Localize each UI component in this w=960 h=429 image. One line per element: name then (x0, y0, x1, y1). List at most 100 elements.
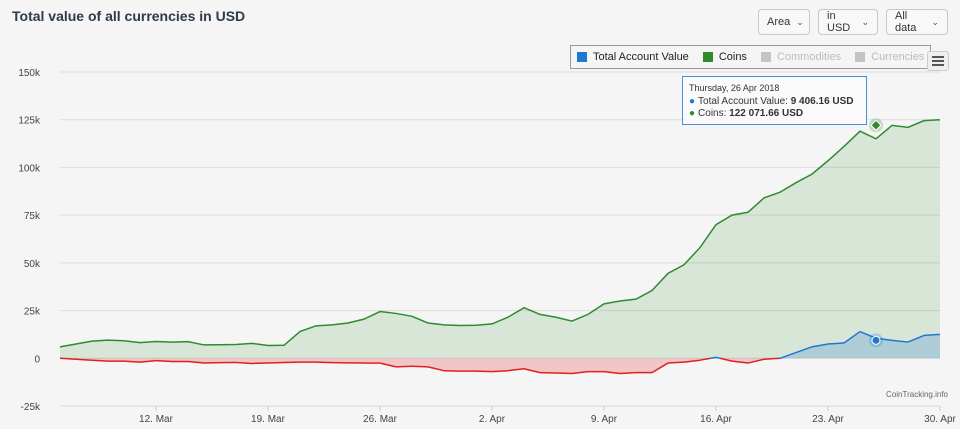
range-label: All data (895, 10, 917, 34)
total-area-negative (556, 358, 572, 374)
x-tick-label: 19. Mar (251, 414, 286, 425)
total-line-positive (923, 333, 941, 337)
total-line-negative (379, 362, 397, 368)
total-line-negative (187, 360, 205, 364)
total-area-negative (284, 358, 300, 363)
tooltip-coins-value: 122 071.66 USD (729, 108, 804, 119)
legend-label-commodities: Commodities (776, 51, 842, 63)
y-tick-label: 25k (24, 307, 41, 318)
total-area-negative (588, 358, 604, 372)
total-area-negative (268, 358, 284, 364)
total-line-negative (59, 357, 77, 360)
x-tick-label: 16. Apr (700, 414, 732, 425)
total-area-negative (652, 358, 668, 373)
y-tick-label: 100k (18, 163, 41, 174)
x-tick-label: 12. Mar (139, 414, 174, 425)
tooltip-row-total: ● Total Account Value: 9 406.16 USD (689, 96, 860, 108)
total-area-positive (924, 334, 940, 359)
total-area-negative (220, 358, 236, 363)
total-area-negative (380, 358, 396, 367)
total-area-negative (540, 358, 556, 373)
total-line-negative (411, 365, 429, 368)
chevron-down-icon: ⌄ (796, 16, 804, 27)
currency-dropdown[interactable]: in USD ⌄ (818, 9, 878, 35)
total-line-negative (763, 357, 781, 360)
total-area-negative (252, 358, 268, 364)
total-area-negative (348, 358, 364, 364)
x-tick-label: 9. Apr (591, 414, 618, 425)
chart-legend: Total Account Value Coins Commodities Cu… (570, 45, 932, 69)
legend-label-coins: Coins (718, 51, 747, 63)
tooltip-total-value: 9 406.16 USD (790, 96, 854, 107)
total-area-positive (892, 340, 908, 359)
total-line-negative (235, 361, 253, 365)
tooltip-dot-coins: ● (689, 108, 696, 119)
legend-item-coins[interactable]: Coins (702, 51, 747, 63)
legend-swatch-currencies (855, 52, 866, 62)
legend-item-currencies[interactable]: Currencies (855, 51, 924, 63)
total-line-negative (699, 357, 711, 361)
chart-tooltip: Thursday, 26 Apr 2018 ● Total Account Val… (682, 76, 867, 125)
total-line-negative (651, 362, 669, 374)
total-area-negative (332, 358, 348, 363)
total-line-positive (907, 334, 925, 343)
chevron-down-icon: ⌄ (931, 16, 939, 27)
tooltip-coins-label: Coins: (698, 108, 730, 119)
legend-label-currencies: Currencies (871, 51, 925, 63)
page-title: Total value of all currencies in USD (12, 8, 246, 24)
range-dropdown[interactable]: All data ⌄ (886, 9, 948, 35)
total-line-negative (719, 357, 733, 362)
menu-bar (932, 56, 944, 58)
chart-type-label: Area (767, 16, 791, 28)
total-line-negative (123, 360, 141, 363)
total-line-negative (667, 361, 685, 364)
total-area-negative (492, 358, 508, 372)
tooltip-row-coins: ● Coins: 122 071.66 USD (689, 108, 860, 120)
total-line-negative (91, 359, 109, 362)
total-area-negative (444, 358, 460, 372)
total-area-positive (796, 346, 812, 359)
total-line-negative (523, 368, 541, 374)
y-tick-label: 50k (24, 259, 41, 270)
total-line-negative (395, 365, 413, 368)
legend-swatch-commodities (760, 52, 771, 62)
total-area-negative (396, 358, 412, 367)
total-line-positive (827, 342, 845, 345)
total-line-positive (715, 356, 721, 360)
legend-item-commodities[interactable]: Commodities (760, 51, 842, 63)
tooltip-date: Thursday, 26 Apr 2018 (689, 83, 780, 93)
menu-bar (932, 60, 944, 62)
total-line-negative (155, 359, 173, 363)
total-area-positive (876, 338, 892, 359)
x-tick-label: 23. Apr (812, 414, 844, 425)
total-area-negative (412, 358, 428, 367)
total-area-negative (508, 358, 524, 371)
legend-swatch-total (577, 52, 587, 62)
x-tick-label: 26. Mar (363, 414, 398, 425)
total-line-negative (683, 359, 701, 363)
coins-marker (870, 119, 882, 131)
total-area-negative (300, 358, 316, 363)
x-tick-label: 2. Apr (479, 414, 506, 425)
total-line-positive (779, 351, 797, 359)
total-line-negative (427, 366, 445, 372)
total-line-negative (315, 361, 333, 364)
total-line-negative (731, 360, 749, 364)
total-area-positive (844, 331, 860, 359)
total-line-negative (491, 369, 509, 373)
total-line-negative (571, 370, 589, 375)
total-line-negative (747, 358, 765, 364)
chart-type-dropdown[interactable]: Area ⌄ (758, 9, 810, 35)
chart-credit: CoinTracking.info (886, 390, 948, 399)
chevron-down-icon: ⌄ (861, 16, 869, 27)
chart-menu-button[interactable] (927, 51, 949, 71)
total-line-positive (843, 330, 861, 344)
total-area-negative (572, 358, 588, 374)
total-area-negative (364, 358, 380, 364)
coins-area (60, 119, 940, 359)
total-area-positive (828, 343, 844, 359)
legend-item-total[interactable]: Total Account Value (577, 51, 689, 63)
total-area-negative (636, 358, 652, 373)
total-line-negative (555, 372, 573, 375)
